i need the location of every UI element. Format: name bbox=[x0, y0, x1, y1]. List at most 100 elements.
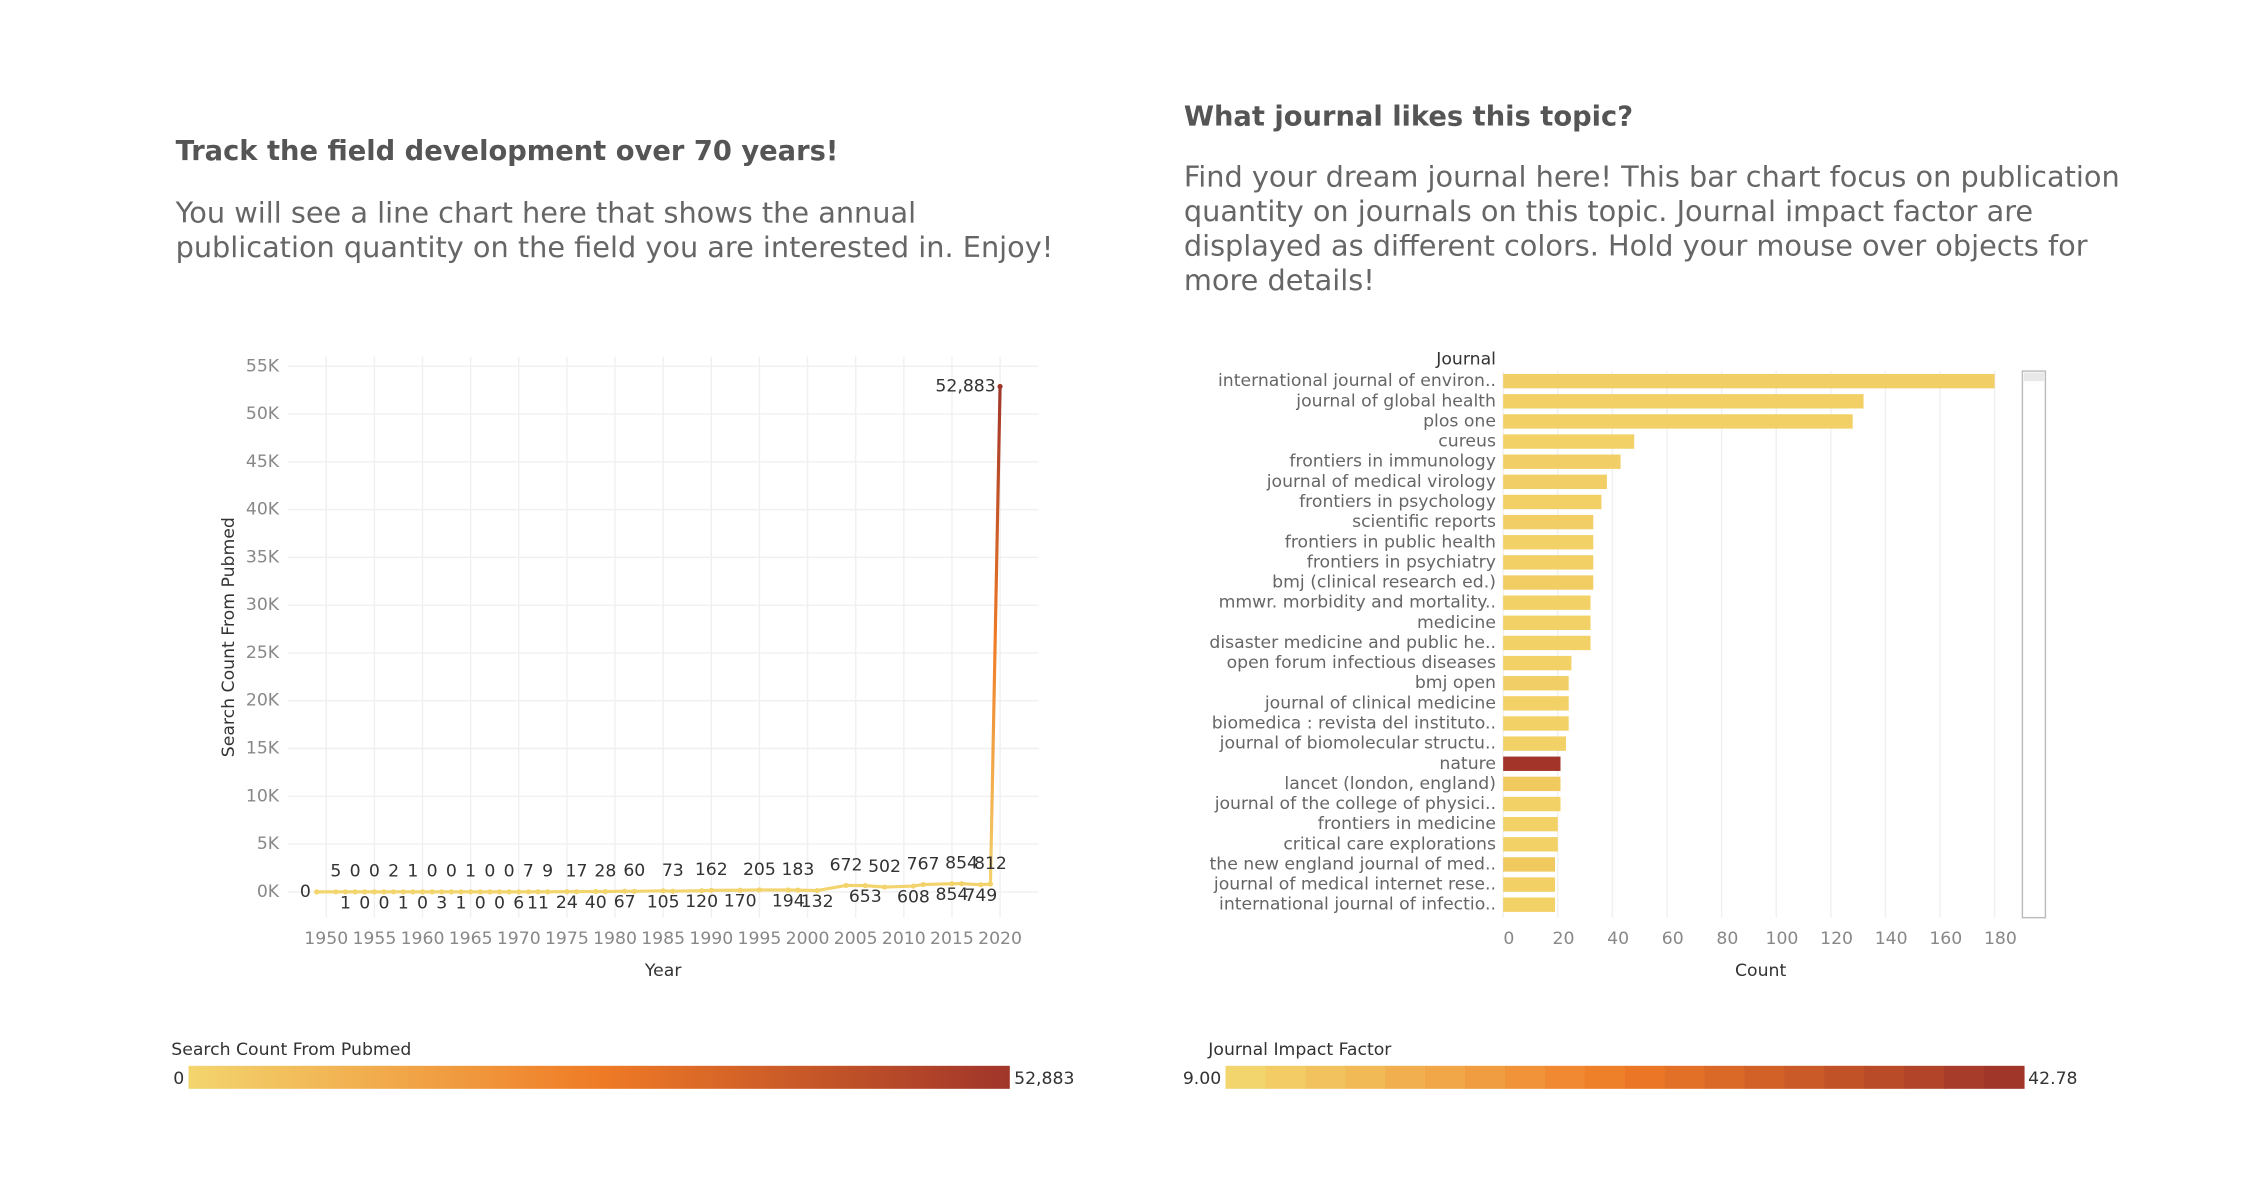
data-label: 0 bbox=[484, 862, 495, 882]
legend-step bbox=[1784, 1065, 1825, 1089]
bar[interactable] bbox=[1503, 736, 1566, 751]
category-label: journal of clinical medicine bbox=[1264, 693, 1496, 713]
bar[interactable] bbox=[1503, 514, 1594, 530]
category-label: medicine bbox=[1417, 613, 1496, 633]
bar[interactable] bbox=[1503, 716, 1569, 731]
bar[interactable] bbox=[1503, 655, 1572, 671]
point bbox=[487, 889, 493, 895]
data-label: 170 bbox=[724, 892, 757, 912]
section-title: What journal likes this topic? bbox=[1184, 101, 1633, 132]
data-label: 1 bbox=[407, 862, 418, 882]
bar[interactable] bbox=[1503, 837, 1558, 852]
x-tick-label: 1995 bbox=[737, 929, 781, 949]
bar[interactable] bbox=[1503, 796, 1561, 812]
bar[interactable] bbox=[1503, 535, 1594, 550]
x-tick-label: 20 bbox=[1553, 929, 1575, 949]
bar[interactable] bbox=[1503, 756, 1561, 771]
category-label: frontiers in public health bbox=[1285, 532, 1496, 552]
point bbox=[516, 889, 522, 895]
bar[interactable] bbox=[1503, 676, 1569, 691]
data-label: 0 bbox=[446, 862, 457, 882]
point bbox=[949, 881, 955, 887]
y-axis-label: Search Count From Pubmed bbox=[219, 517, 239, 757]
x-tick-label: 1965 bbox=[449, 929, 493, 949]
data-label: 0 bbox=[475, 893, 486, 913]
category-label: cureus bbox=[1438, 432, 1496, 452]
bar[interactable] bbox=[1503, 816, 1558, 832]
bar[interactable] bbox=[1503, 373, 1995, 389]
x-tick-label: 1960 bbox=[401, 929, 445, 949]
category-label: journal of medical virology bbox=[1266, 472, 1496, 492]
point bbox=[795, 887, 801, 893]
category-label: journal of medical internet rese.. bbox=[1213, 875, 1496, 895]
bar[interactable] bbox=[1503, 575, 1594, 590]
scrollbar-thumb[interactable] bbox=[2023, 372, 2044, 382]
point bbox=[371, 889, 377, 895]
bar[interactable] bbox=[1503, 414, 1853, 429]
data-label: 0 bbox=[369, 862, 380, 882]
bar[interactable] bbox=[1503, 635, 1591, 651]
y-tick-label: 30K bbox=[246, 595, 280, 615]
bar[interactable] bbox=[1503, 555, 1594, 570]
point bbox=[631, 888, 637, 894]
data-label: 132 bbox=[801, 892, 834, 912]
data-label: 24 bbox=[556, 893, 578, 913]
legend-max: 52,883 bbox=[1014, 1069, 1074, 1089]
category-label: journal of the college of physici.. bbox=[1214, 794, 1496, 814]
bar[interactable] bbox=[1503, 877, 1556, 892]
data-label: 183 bbox=[781, 860, 814, 880]
legend-step bbox=[1704, 1065, 1746, 1089]
category-label: international journal of environ.. bbox=[1218, 371, 1496, 391]
point bbox=[593, 888, 599, 895]
x-tick-label: 1970 bbox=[497, 929, 541, 949]
legend-step bbox=[1385, 1065, 1426, 1089]
category-label: frontiers in immunology bbox=[1289, 452, 1496, 472]
x-tick-label: 1985 bbox=[641, 929, 685, 949]
category-axis-title: Journal bbox=[1435, 350, 1496, 370]
point bbox=[987, 881, 994, 887]
bar[interactable] bbox=[1503, 434, 1635, 449]
x-tick-label: 60 bbox=[1662, 929, 1684, 949]
point bbox=[737, 887, 743, 893]
category-label: frontiers in psychology bbox=[1299, 492, 1496, 512]
section-text: You will see a line chart here that show… bbox=[175, 195, 917, 229]
category-label: critical care explorations bbox=[1283, 834, 1496, 854]
data-label: 9 bbox=[542, 862, 553, 882]
x-tick-label: 160 bbox=[1929, 929, 1962, 949]
section-text: Find your dream journal here! This bar c… bbox=[1184, 159, 2120, 193]
y-tick-label: 15K bbox=[246, 739, 280, 759]
data-label: 73 bbox=[662, 861, 684, 881]
bar[interactable] bbox=[1503, 615, 1591, 630]
bar[interactable] bbox=[1503, 474, 1607, 490]
x-axis-label: Count bbox=[1735, 961, 1786, 981]
data-label: 67 bbox=[614, 893, 636, 913]
point bbox=[381, 889, 387, 895]
data-label: 162 bbox=[695, 860, 728, 880]
data-label: 854 bbox=[935, 885, 968, 905]
bar[interactable] bbox=[1503, 776, 1561, 792]
point bbox=[564, 889, 570, 895]
x-tick-label: 0 bbox=[1503, 929, 1514, 949]
bar[interactable] bbox=[1503, 394, 1864, 409]
x-tick-label: 2005 bbox=[834, 929, 878, 949]
legend-step bbox=[1504, 1065, 1546, 1089]
point bbox=[978, 882, 984, 888]
data-label: 194 bbox=[772, 892, 805, 912]
bar[interactable] bbox=[1503, 857, 1556, 872]
bar[interactable] bbox=[1503, 897, 1556, 912]
data-label: 3 bbox=[436, 893, 447, 913]
data-label: 502 bbox=[868, 857, 901, 877]
y-tick-label: 20K bbox=[246, 691, 280, 711]
scrollbar[interactable] bbox=[2021, 370, 2047, 919]
bar[interactable] bbox=[1503, 494, 1602, 510]
section-text: publication quantity on the field you ar… bbox=[176, 230, 1054, 264]
x-tick-label: 1990 bbox=[689, 929, 733, 949]
section-text: displayed as different colors. Hold your… bbox=[1184, 228, 2088, 262]
legend-step bbox=[1265, 1065, 1307, 1089]
legend-step bbox=[1904, 1065, 1945, 1089]
bar[interactable] bbox=[1503, 454, 1621, 469]
point bbox=[314, 889, 320, 895]
bar[interactable] bbox=[1503, 595, 1591, 610]
bar[interactable] bbox=[1503, 696, 1569, 711]
